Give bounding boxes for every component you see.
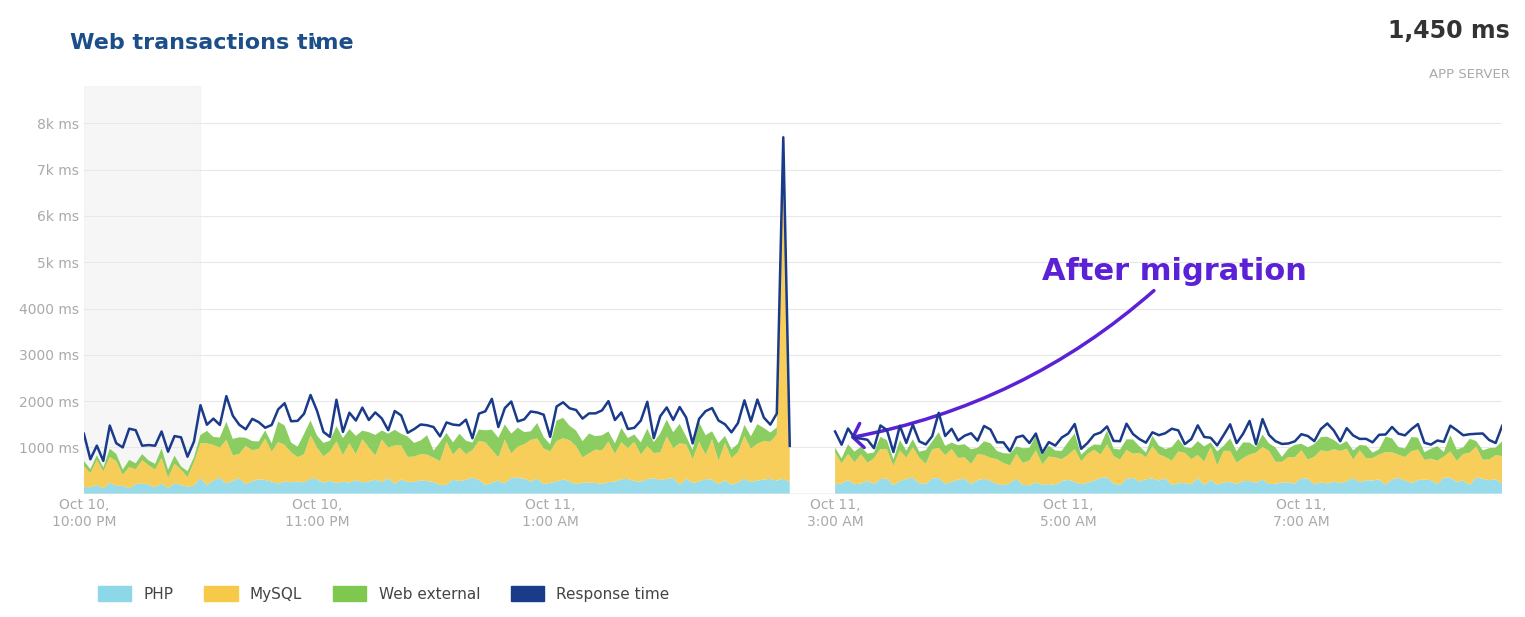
Text: Web transactions time: Web transactions time: [70, 33, 354, 54]
Text: APP SERVER: APP SERVER: [1429, 68, 1510, 81]
Bar: [84, 86, 200, 494]
Text: ∨: ∨: [303, 33, 323, 51]
Text: After migration: After migration: [852, 257, 1307, 447]
Text: 1,450 ms: 1,450 ms: [1388, 19, 1510, 43]
Legend: PHP, MySQL, Web external, Response time: PHP, MySQL, Web external, Response time: [92, 581, 676, 608]
